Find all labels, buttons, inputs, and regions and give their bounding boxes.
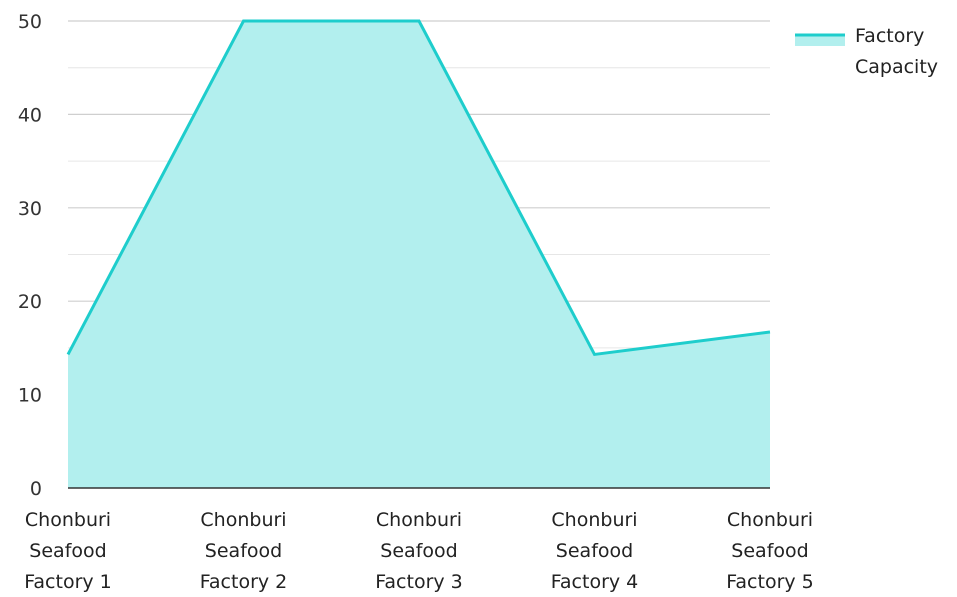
legend-label-line-1: Factory	[855, 25, 924, 47]
x-tick-label: Chonburi Seafood Factory 5	[726, 509, 814, 593]
y-tick-label: 40	[18, 104, 42, 126]
legend-label-line-2: Capacity	[855, 56, 938, 78]
x-tick-label: Chonburi Seafood Factory 1	[24, 509, 112, 593]
x-axis-ticks: Chonburi Seafood Factory 1 Chonburi Seafood F…	[24, 509, 814, 593]
x-tick-label: Chonburi Seafood Factory 4	[551, 509, 639, 593]
x-tick-label-line: Factory 3	[375, 571, 463, 593]
x-tick-label-line: Factory 5	[726, 571, 814, 593]
y-tick-label: 50	[18, 11, 42, 33]
y-axis-ticks: 0 10 20 30 40 50	[18, 11, 42, 500]
y-tick-label: 0	[30, 478, 42, 500]
x-tick-label-line: Seafood	[556, 540, 633, 562]
x-tick-label-line: Seafood	[731, 540, 808, 562]
x-tick-label-line: Seafood	[380, 540, 457, 562]
x-tick-label-line: Factory 4	[551, 571, 639, 593]
legend: Factory Capacity	[795, 25, 938, 78]
x-tick-label-line: Seafood	[205, 540, 282, 562]
x-tick-label-line: Chonburi	[376, 509, 462, 531]
x-tick-label-line: Chonburi	[727, 509, 813, 531]
x-tick-label-line: Factory 2	[200, 571, 288, 593]
x-tick-label-line: Factory 1	[24, 571, 112, 593]
y-tick-label: 20	[18, 291, 42, 313]
y-tick-label: 30	[18, 198, 42, 220]
x-tick-label-line: Chonburi	[200, 509, 286, 531]
x-tick-label-line: Seafood	[29, 540, 106, 562]
x-tick-label-line: Chonburi	[551, 509, 637, 531]
x-tick-label: Chonburi Seafood Factory 3	[375, 509, 463, 593]
y-tick-label: 10	[18, 385, 42, 407]
x-tick-label: Chonburi Seafood Factory 2	[200, 509, 288, 593]
x-tick-label-line: Chonburi	[25, 509, 111, 531]
